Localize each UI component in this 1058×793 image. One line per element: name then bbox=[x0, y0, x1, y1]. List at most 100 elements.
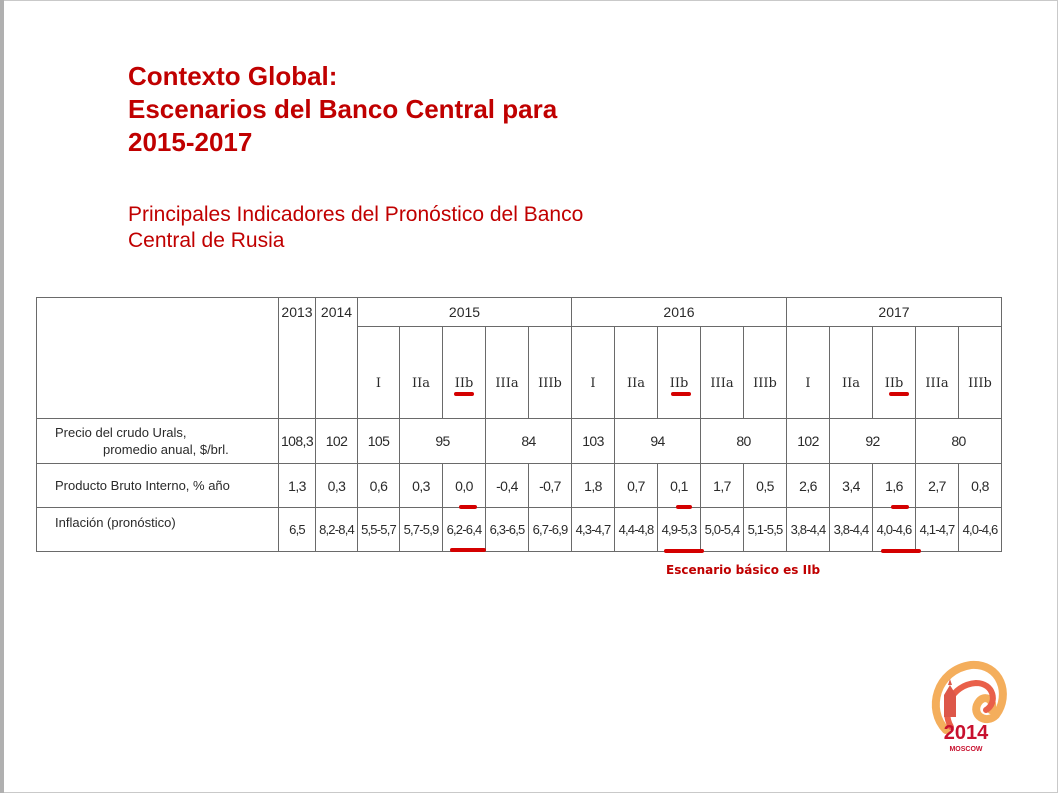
table-header-scenarios: I IIa IIb IIIa IIIb I IIa IIb IIIa IIIb … bbox=[37, 326, 1002, 419]
oil-label-line-2: promedio anual, $/brl. bbox=[103, 442, 229, 457]
oil-2015-III: 84 bbox=[485, 418, 572, 464]
inflation-value: 4,0-4,6 bbox=[872, 507, 916, 552]
scenario-2016-I: I bbox=[571, 326, 615, 419]
gdp-value: 1,8 bbox=[571, 463, 615, 508]
scenario-2015-I: I bbox=[357, 326, 400, 419]
scenario-2015-IIIa: IIIa bbox=[485, 326, 529, 419]
slide-subtitle: Principales Indicadores del Pronóstico d… bbox=[128, 202, 748, 254]
gdp-value: 1,7 bbox=[700, 463, 744, 508]
logo-city-text: MOSCOW bbox=[949, 746, 982, 753]
gdp-value: 0,3 bbox=[399, 463, 443, 508]
year-2013: 2013 bbox=[278, 297, 316, 419]
gdp-value: 2,7 bbox=[915, 463, 959, 508]
moscow-2014-logo: 2014 MOSCOW bbox=[931, 660, 1007, 753]
year-2014: 2014 bbox=[315, 297, 358, 419]
inflation-value: 4,3-4,7 bbox=[571, 507, 615, 552]
row-label-gdp: Producto Bruto Interno, % año bbox=[36, 463, 279, 508]
oil-2017-I: 102 bbox=[786, 418, 830, 464]
gdp-value: 0,1 bbox=[657, 463, 701, 508]
highlight-mark-2015-IIb-header bbox=[454, 392, 474, 396]
scenario-2015-IIb: IIb bbox=[442, 326, 486, 419]
highlight-mark-2016-gdp bbox=[676, 505, 692, 509]
title-line-1: Contexto Global: bbox=[128, 61, 338, 91]
scenario-2017-IIIa: IIIa bbox=[915, 326, 959, 419]
inflation-value: 6,7-6,9 bbox=[528, 507, 572, 552]
inflation-value: 6,3-6,5 bbox=[485, 507, 529, 552]
scenario-2016-IIa: IIa bbox=[614, 326, 658, 419]
oil-2013: 108,3 bbox=[278, 418, 316, 464]
gdp-value: 0,6 bbox=[357, 463, 400, 508]
gdp-value: -0,7 bbox=[528, 463, 572, 508]
inflation-value: 8,2-8,4 bbox=[315, 507, 358, 552]
gdp-value: 0,0 bbox=[442, 463, 486, 508]
scenario-2015-IIa: IIa bbox=[399, 326, 443, 419]
header-blank bbox=[36, 297, 279, 419]
scenario-2016-IIb: IIb bbox=[657, 326, 701, 419]
highlight-mark-2015-inflation bbox=[450, 548, 486, 552]
baseline-scenario-note: Escenario básico es IIb bbox=[666, 563, 821, 577]
table-row-gdp: Producto Bruto Interno, % año 1,3 0,3 0,… bbox=[36, 463, 1002, 508]
inflation-value: 6,5 bbox=[278, 507, 316, 552]
table-header-years: 2013 2014 2015 2016 2017 bbox=[36, 297, 1002, 419]
scenario-2017-IIIb: IIIb bbox=[958, 326, 1002, 419]
forecast-table-image: 2013 2014 2015 2016 2017 I IIa IIb IIIa … bbox=[36, 297, 1010, 553]
gdp-value: 0,3 bbox=[315, 463, 358, 508]
highlight-mark-2017-IIb-header bbox=[889, 392, 909, 396]
year-2016: 2016 bbox=[571, 297, 787, 327]
title-line-2: Escenarios del Banco Central para bbox=[128, 94, 558, 124]
gdp-value: 0,5 bbox=[743, 463, 787, 508]
forecast-table: 2013 2014 2015 2016 2017 I IIa IIb IIIa … bbox=[36, 297, 1002, 552]
inflation-value: 6,2-6,4 bbox=[442, 507, 486, 552]
scenario-2016-IIIa: IIIa bbox=[700, 326, 744, 419]
logo-swirl bbox=[931, 660, 1007, 734]
inflation-value: 5,0-5,4 bbox=[700, 507, 744, 552]
year-2017: 2017 bbox=[786, 297, 1002, 327]
scenario-2017-IIa: IIa bbox=[829, 326, 873, 419]
gdp-value: 1,6 bbox=[872, 463, 916, 508]
oil-2014: 102 bbox=[315, 418, 358, 464]
highlight-mark-2016-inflation bbox=[664, 549, 704, 553]
row-label-oil-price: Precio del crudo Urals, promedio anual, … bbox=[36, 418, 279, 464]
subtitle-line-1: Principales Indicadores del Pronóstico d… bbox=[128, 203, 584, 226]
inflation-value: 5,1-5,5 bbox=[743, 507, 787, 552]
oil-2017-III: 80 bbox=[915, 418, 1002, 464]
gdp-value: 3,4 bbox=[829, 463, 873, 508]
gdp-value: 1,3 bbox=[278, 463, 316, 508]
inflation-value: 4,1-4,7 bbox=[915, 507, 959, 552]
inflation-value: 4,0-4,6 bbox=[958, 507, 1002, 552]
year-2015: 2015 bbox=[357, 297, 572, 327]
gdp-value: 0,8 bbox=[958, 463, 1002, 508]
table-row-oil-price: Precio del crudo Urals, promedio anual, … bbox=[36, 418, 1002, 464]
highlight-mark-2015-gdp bbox=[459, 505, 477, 509]
inflation-value: 5,5-5,7 bbox=[357, 507, 400, 552]
title-line-3: 2015-2017 bbox=[128, 127, 253, 157]
logo-year-text: 2014 bbox=[944, 722, 989, 744]
inflation-value: 4,9-5,3 bbox=[657, 507, 701, 552]
slide-title: Contexto Global: Escenarios del Banco Ce… bbox=[128, 60, 828, 159]
gdp-value: 0,7 bbox=[614, 463, 658, 508]
table-row-inflation: Inflación (pronóstico) 6,5 8,2-8,4 5,5-5… bbox=[36, 507, 1002, 552]
inflation-value: 3,8-4,4 bbox=[786, 507, 830, 552]
slide-left-edge bbox=[0, 0, 4, 793]
oil-label-line-1: Precio del crudo Urals, bbox=[55, 425, 187, 440]
oil-2016-I: 103 bbox=[571, 418, 615, 464]
inflation-value: 5,7-5,9 bbox=[399, 507, 443, 552]
oil-2016-III: 80 bbox=[700, 418, 787, 464]
oil-2015-II: 95 bbox=[399, 418, 486, 464]
scenario-2017-I: I bbox=[786, 326, 830, 419]
gdp-value: 2,6 bbox=[786, 463, 830, 508]
oil-2015-I: 105 bbox=[357, 418, 400, 464]
scenario-2017-IIb: IIb bbox=[872, 326, 916, 419]
oil-2017-II: 92 bbox=[829, 418, 916, 464]
gdp-value: -0,4 bbox=[485, 463, 529, 508]
subtitle-line-2: Central de Rusia bbox=[128, 229, 285, 252]
inflation-value: 3,8-4,4 bbox=[829, 507, 873, 552]
highlight-mark-2016-IIb-header bbox=[671, 392, 691, 396]
inflation-value: 4,4-4,8 bbox=[614, 507, 658, 552]
row-label-inflation: Inflación (pronóstico) bbox=[36, 507, 279, 552]
scenario-2015-IIIb: IIIb bbox=[528, 326, 572, 419]
highlight-mark-2017-inflation bbox=[881, 549, 921, 553]
highlight-mark-2017-gdp bbox=[891, 505, 909, 509]
scenario-2016-IIIb: IIIb bbox=[743, 326, 787, 419]
oil-2016-II: 94 bbox=[614, 418, 701, 464]
